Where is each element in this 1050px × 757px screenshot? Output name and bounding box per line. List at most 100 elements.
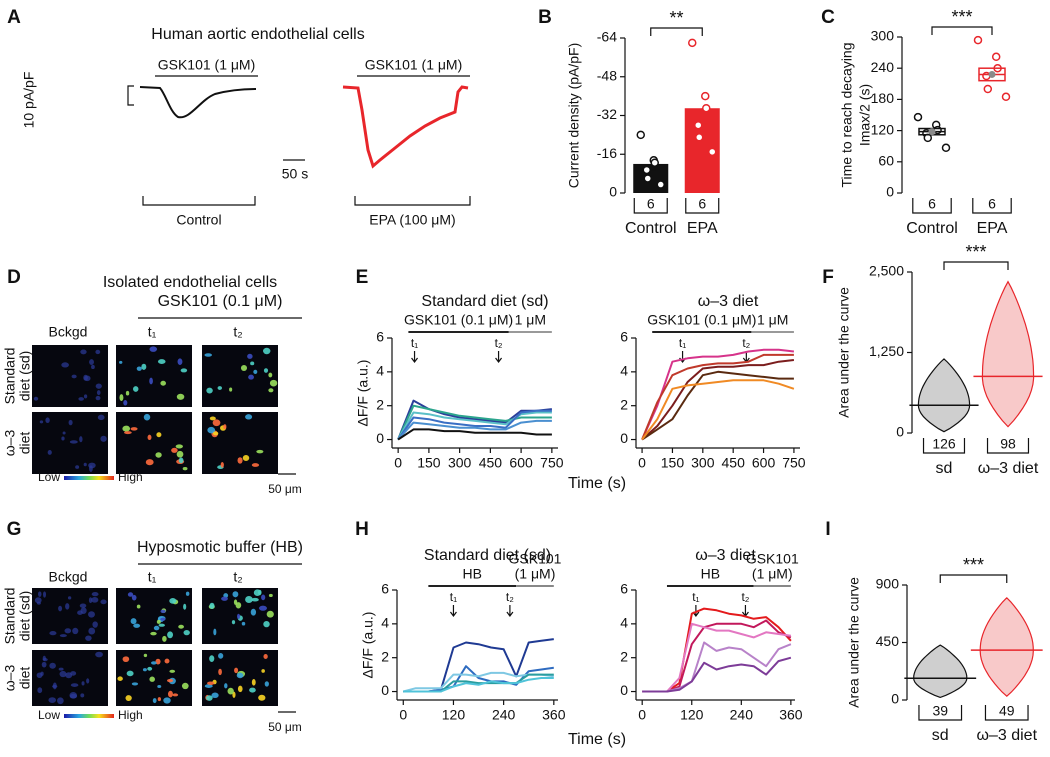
cell	[209, 416, 216, 421]
cell	[237, 457, 243, 464]
x-axis-label: Time (s)	[568, 475, 626, 492]
condition-label: EPA (100 μM)	[369, 212, 455, 228]
cell	[151, 661, 157, 665]
bracket	[142, 196, 256, 206]
cell	[69, 440, 78, 444]
cell	[231, 620, 236, 625]
cell	[122, 425, 131, 432]
significance-label: ***	[951, 7, 972, 27]
data-point	[688, 38, 697, 48]
chart-title: Standard diet (sd)	[424, 547, 551, 564]
cell	[80, 349, 87, 355]
stimulus-label: (1 μM)	[752, 566, 793, 582]
cell	[169, 598, 177, 604]
cell	[221, 596, 228, 601]
cell	[212, 431, 219, 436]
data-point	[983, 84, 993, 94]
cell	[145, 459, 154, 466]
cell	[212, 419, 221, 427]
trace	[641, 359, 795, 441]
cell	[258, 694, 266, 701]
x-tick-label: 0	[638, 707, 646, 723]
cell	[136, 604, 141, 609]
y-tick-label: 0	[896, 424, 904, 440]
trace	[642, 641, 792, 693]
cell	[261, 669, 265, 673]
data-point	[701, 91, 710, 101]
marker-arrow	[741, 605, 749, 617]
y-axis-label: Current density (pA/pF)	[566, 43, 582, 189]
cell	[130, 427, 138, 431]
column-label: Bckgd	[49, 324, 88, 340]
cell	[133, 623, 141, 628]
data-point	[650, 158, 659, 167]
y-tick-label: 300	[871, 28, 895, 44]
column-label: t₁	[148, 324, 157, 340]
cell	[131, 682, 139, 686]
x-tick-label: 0	[638, 455, 646, 471]
cell	[204, 684, 213, 688]
cell	[182, 466, 188, 471]
cell	[177, 358, 183, 365]
cell	[45, 417, 50, 424]
cell	[49, 631, 57, 636]
micrograph	[32, 345, 108, 407]
scale-label: 50 μm	[268, 482, 302, 496]
n-label: 6	[647, 196, 655, 212]
trace	[642, 656, 792, 693]
x-tick-label: 240	[730, 707, 754, 723]
significance-bracket	[650, 27, 703, 36]
cell	[261, 594, 266, 601]
y-tick-label: 6	[620, 581, 628, 597]
cell	[91, 597, 99, 603]
marker-arrow	[495, 351, 503, 363]
cell	[77, 610, 83, 615]
trace	[641, 379, 795, 441]
micrograph	[202, 345, 278, 407]
trace	[641, 353, 794, 440]
cell	[242, 455, 250, 461]
cell	[227, 687, 234, 695]
cell	[75, 465, 80, 469]
cell	[248, 374, 254, 380]
y-tick-label: 2	[376, 396, 384, 412]
cell	[58, 605, 63, 612]
cell	[253, 369, 258, 374]
column-label: Bckgd	[49, 569, 88, 585]
cell	[62, 431, 66, 435]
y-tick-label: 6	[381, 581, 389, 597]
cell	[127, 592, 134, 597]
cell	[133, 386, 139, 392]
cell	[251, 679, 256, 686]
panel-letter: A	[7, 7, 21, 28]
x-tick-label: 0	[399, 707, 407, 723]
y-tick-label: 2,500	[869, 263, 904, 279]
data-point	[643, 174, 652, 183]
panel-title: Human aortic endothelial cells	[151, 26, 364, 43]
stimulus-label: GSK101 (1 μM)	[158, 57, 256, 73]
y-tick-label: 0	[886, 184, 894, 200]
y-tick-label: 2	[620, 396, 628, 412]
x-tick-label: sd	[932, 727, 949, 744]
x-tick-label: ω–3 diet	[978, 460, 1039, 477]
cell	[264, 681, 269, 687]
cell	[34, 597, 42, 604]
cell	[263, 653, 268, 659]
cell	[240, 365, 248, 371]
row-label: diet (sd)	[17, 591, 33, 642]
cell	[169, 669, 176, 673]
cell	[235, 602, 242, 609]
x-tick-label: EPA	[687, 220, 718, 237]
cell	[172, 693, 179, 697]
cell	[70, 683, 79, 687]
cell	[160, 617, 166, 621]
cell	[249, 687, 256, 693]
y-tick-label: 0	[891, 691, 899, 707]
cell	[268, 593, 273, 598]
x-tick-label: 450	[722, 455, 746, 471]
cell	[160, 609, 166, 614]
stimulus-label: 1 μM	[515, 312, 546, 328]
n-label: 6	[928, 196, 936, 212]
data-point	[973, 35, 983, 45]
cell	[42, 658, 48, 662]
